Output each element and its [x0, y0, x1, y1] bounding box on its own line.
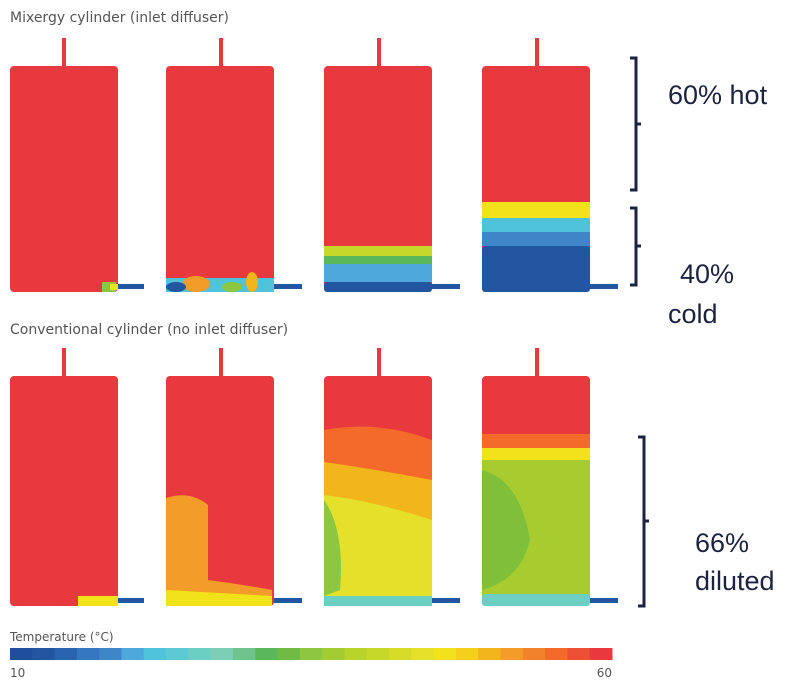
- annotation-line: 40%: [680, 259, 734, 289]
- colorbar-swatch: [523, 648, 546, 660]
- colorbar-swatch: [166, 648, 189, 660]
- colorbar-swatch: [411, 648, 434, 660]
- colorbar-swatch: [367, 648, 390, 660]
- cylinder: [10, 348, 144, 606]
- colorbar-swatch: [545, 648, 568, 660]
- annotation: 66% diluted: [695, 528, 775, 596]
- colorbar: [10, 648, 613, 660]
- colorbar-swatch: [144, 648, 167, 660]
- cylinder: [482, 348, 618, 606]
- colorbar-swatch: [188, 648, 211, 660]
- annotation-line: 66%: [695, 528, 749, 558]
- colorbar-swatch: [55, 648, 78, 660]
- figure: Mixergy cylinder (inlet diffuser) Conven…: [0, 0, 804, 681]
- bracket: [630, 208, 641, 285]
- colorbar-swatch: [567, 648, 590, 660]
- colorbar-swatch: [77, 648, 100, 660]
- cylinder: [324, 38, 460, 292]
- colorbar-swatch: [255, 648, 278, 660]
- cylinder: [324, 348, 460, 606]
- panel-title: Conventional cylinder (no inlet diffuser…: [10, 322, 288, 338]
- colorbar-swatch: [211, 648, 234, 660]
- colorbar-swatch: [590, 648, 613, 660]
- colorbar-swatch: [389, 648, 412, 660]
- cylinder: [166, 38, 302, 292]
- colorbar-swatch: [278, 648, 301, 660]
- cylinder: [166, 348, 302, 606]
- colorbar-swatch: [322, 648, 345, 660]
- colorbar-max: 60: [597, 666, 612, 680]
- annotation-line: diluted: [695, 566, 775, 596]
- colorbar-swatch: [456, 648, 479, 660]
- colorbar-swatch: [121, 648, 144, 660]
- cylinder: [482, 38, 618, 292]
- page: {"top_panel": {"title": "Mixergy cylinde…: [0, 0, 804, 681]
- colorbar-swatch: [434, 648, 457, 660]
- panel-title: Mixergy cylinder (inlet diffuser): [10, 10, 229, 26]
- cylinder: [10, 38, 144, 292]
- colorbar-swatch: [344, 648, 367, 660]
- colorbar-min: 10: [10, 666, 25, 680]
- colorbar-title: Temperature (°C): [9, 630, 114, 644]
- colorbar-swatch: [478, 648, 501, 660]
- annotation: 60% hot: [668, 80, 768, 110]
- annotation-line: cold: [668, 299, 718, 329]
- colorbar-swatch: [501, 648, 524, 660]
- annotation-line: 60% hot: [668, 80, 768, 110]
- colorbar-swatch: [32, 648, 55, 660]
- colorbar-swatch: [233, 648, 256, 660]
- annotation: 40% cold: [668, 259, 742, 329]
- colorbar-swatch: [10, 648, 33, 660]
- bracket: [630, 58, 641, 190]
- colorbar-swatch: [99, 648, 122, 660]
- bracket: [638, 437, 649, 606]
- colorbar-swatch: [300, 648, 323, 660]
